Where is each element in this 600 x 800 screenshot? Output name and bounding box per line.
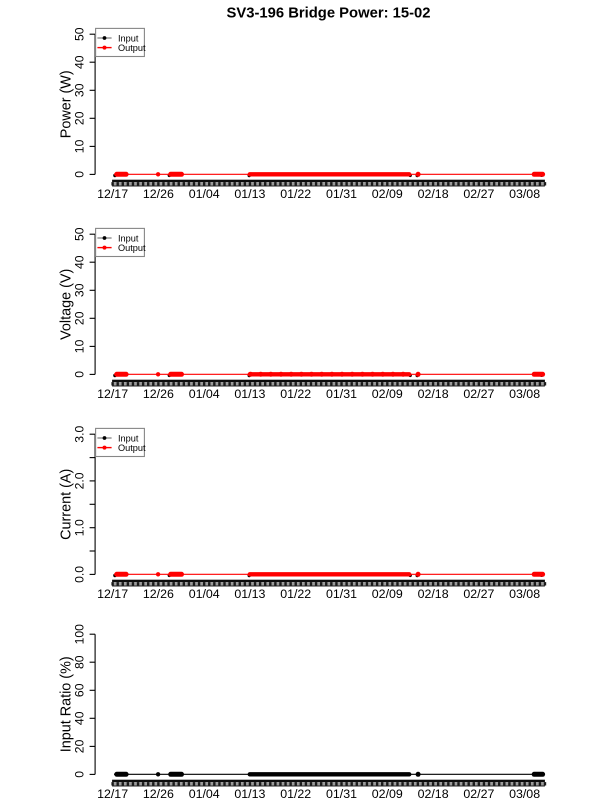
svg-text:12/26: 12/26 — [143, 387, 174, 401]
svg-text:01/22: 01/22 — [280, 187, 311, 201]
svg-text:12/26: 12/26 — [143, 187, 174, 201]
svg-text:02/18: 02/18 — [418, 587, 449, 601]
svg-text:Input: Input — [118, 233, 139, 243]
svg-text:02/27: 02/27 — [463, 387, 494, 401]
svg-text:03/08: 03/08 — [509, 787, 540, 800]
svg-text:12/17: 12/17 — [97, 587, 128, 601]
svg-text:02/09: 02/09 — [372, 387, 403, 401]
svg-text:60: 60 — [73, 683, 87, 697]
svg-text:01/13: 01/13 — [234, 187, 265, 201]
svg-text:Output: Output — [118, 443, 146, 453]
svg-text:02/18: 02/18 — [418, 787, 449, 800]
svg-text:0: 0 — [73, 771, 87, 778]
svg-text:02/27: 02/27 — [463, 587, 494, 601]
svg-text:01/13: 01/13 — [234, 387, 265, 401]
svg-text:02/09: 02/09 — [372, 187, 403, 201]
svg-text:2.0: 2.0 — [73, 472, 87, 489]
svg-text:01/31: 01/31 — [326, 187, 357, 201]
svg-text:12/17: 12/17 — [97, 387, 128, 401]
svg-text:03/08: 03/08 — [509, 587, 540, 601]
svg-text:40: 40 — [73, 711, 87, 725]
svg-text:0: 0 — [73, 171, 87, 178]
svg-text:Input Ratio (%): Input Ratio (%) — [59, 656, 75, 752]
svg-text:01/13: 01/13 — [234, 587, 265, 601]
svg-text:02/27: 02/27 — [463, 787, 494, 800]
svg-text:10: 10 — [73, 339, 87, 353]
svg-text:12/26: 12/26 — [143, 787, 174, 800]
svg-text:01/31: 01/31 — [326, 587, 357, 601]
svg-text:12/17: 12/17 — [97, 787, 128, 800]
svg-text:01/22: 01/22 — [280, 787, 311, 800]
svg-text:30: 30 — [73, 283, 87, 297]
svg-text:01/04: 01/04 — [189, 187, 220, 201]
svg-text:30: 30 — [73, 83, 87, 97]
svg-text:01/04: 01/04 — [189, 387, 220, 401]
svg-text:Input: Input — [118, 433, 139, 443]
svg-text:20: 20 — [73, 739, 87, 753]
svg-text:40: 40 — [73, 255, 87, 269]
svg-text:1.0: 1.0 — [73, 519, 87, 536]
svg-text:3.0: 3.0 — [73, 426, 87, 443]
svg-text:12/26: 12/26 — [143, 587, 174, 601]
svg-text:02/09: 02/09 — [372, 787, 403, 800]
svg-text:02/27: 02/27 — [463, 187, 494, 201]
svg-text:40: 40 — [73, 55, 87, 69]
svg-text:Output: Output — [118, 243, 146, 253]
svg-text:0.0: 0.0 — [73, 566, 87, 583]
svg-text:Input: Input — [118, 33, 139, 43]
svg-text:SV3-196 Bridge Power: 15-02: SV3-196 Bridge Power: 15-02 — [227, 6, 431, 22]
svg-text:50: 50 — [73, 27, 87, 41]
svg-text:02/09: 02/09 — [372, 587, 403, 601]
svg-text:20: 20 — [73, 311, 87, 325]
svg-text:10: 10 — [73, 139, 87, 153]
svg-text:03/08: 03/08 — [509, 387, 540, 401]
svg-text:0: 0 — [73, 371, 87, 378]
svg-text:Power (W): Power (W) — [59, 70, 75, 138]
svg-text:50: 50 — [73, 227, 87, 241]
svg-text:Output: Output — [118, 43, 146, 53]
svg-text:01/04: 01/04 — [189, 587, 220, 601]
svg-text:Voltage (V): Voltage (V) — [59, 269, 75, 340]
svg-text:100: 100 — [73, 624, 87, 645]
svg-text:02/18: 02/18 — [418, 187, 449, 201]
svg-text:01/31: 01/31 — [326, 387, 357, 401]
svg-text:01/13: 01/13 — [234, 787, 265, 800]
svg-text:Current (A): Current (A) — [59, 469, 75, 540]
svg-text:03/08: 03/08 — [509, 187, 540, 201]
svg-text:01/31: 01/31 — [326, 787, 357, 800]
svg-text:02/18: 02/18 — [418, 387, 449, 401]
svg-text:01/22: 01/22 — [280, 587, 311, 601]
svg-text:12/17: 12/17 — [97, 187, 128, 201]
svg-text:01/04: 01/04 — [189, 787, 220, 800]
svg-text:20: 20 — [73, 111, 87, 125]
svg-text:01/22: 01/22 — [280, 387, 311, 401]
svg-text:80: 80 — [73, 655, 87, 669]
